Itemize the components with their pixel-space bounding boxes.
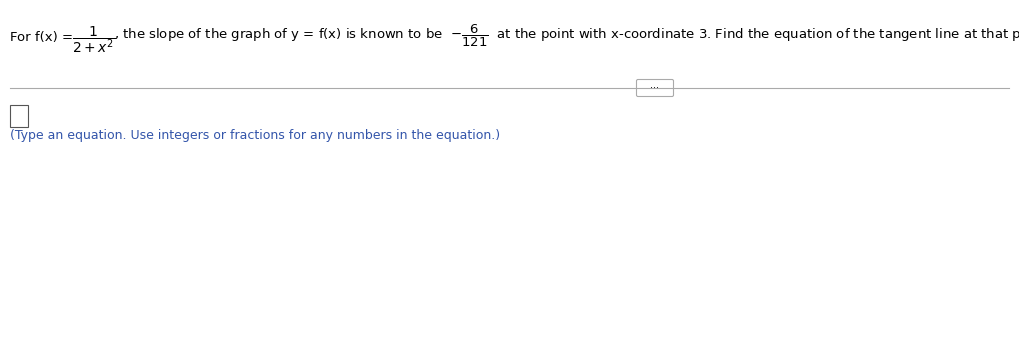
Text: $\dfrac{1}{2+x^2}$: $\dfrac{1}{2+x^2}$ bbox=[72, 24, 115, 55]
Bar bbox=[10, 105, 28, 127]
Text: For f(x) =: For f(x) = bbox=[10, 32, 77, 44]
FancyBboxPatch shape bbox=[637, 80, 674, 97]
Text: , the slope of the graph of y = f(x) is known to be  $-\dfrac{6}{121}$  at the p: , the slope of the graph of y = f(x) is … bbox=[114, 23, 1019, 49]
Text: (Type an equation. Use integers or fractions for any numbers in the equation.): (Type an equation. Use integers or fract… bbox=[10, 129, 500, 142]
Text: ···: ··· bbox=[650, 83, 659, 93]
